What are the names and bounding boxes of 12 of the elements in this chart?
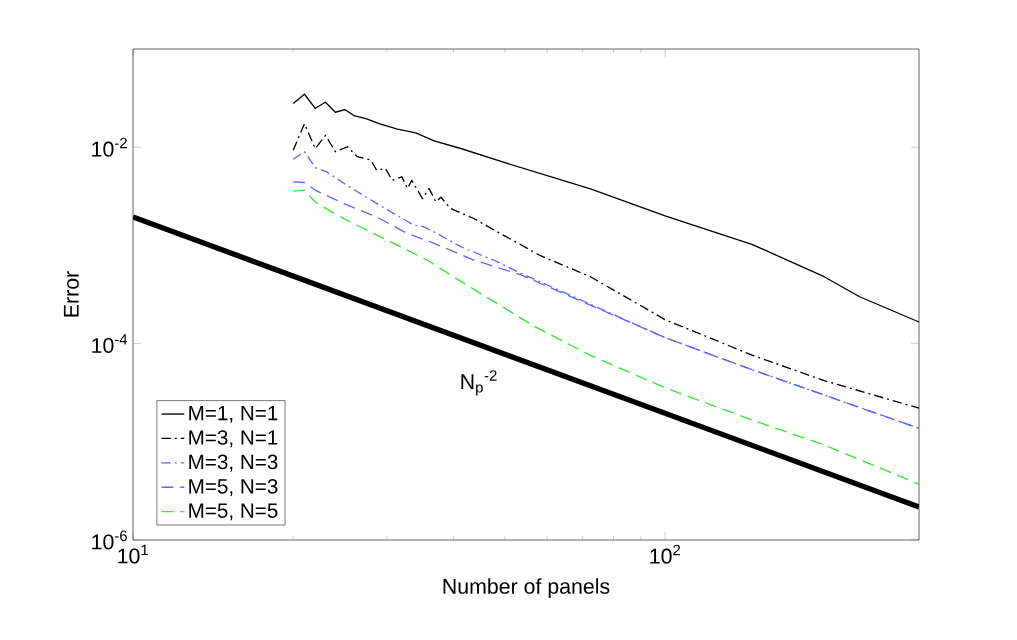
x-tick-label: 10$^{2}$ <box>650 544 681 564</box>
legend-label: M=5, N=5 <box>189 503 278 521</box>
legend-label: M=3, N=1 <box>189 430 278 448</box>
x-axis-title: Number of panels <box>443 578 610 599</box>
legend-label: M=5, N=3 <box>189 479 278 497</box>
x-tick-label: 10$^{1}$ <box>118 544 148 564</box>
y-axis-title: Error <box>63 271 79 317</box>
y-tick-label: 10$^{-2}$ <box>92 137 127 157</box>
annotation: N$_{p}$-2 <box>461 370 497 396</box>
legend-label: M=3, N=3 <box>189 454 278 472</box>
legend-label: M=1, N=1 <box>189 405 278 423</box>
y-tick-label: 10$^{-4}$ <box>92 334 128 354</box>
